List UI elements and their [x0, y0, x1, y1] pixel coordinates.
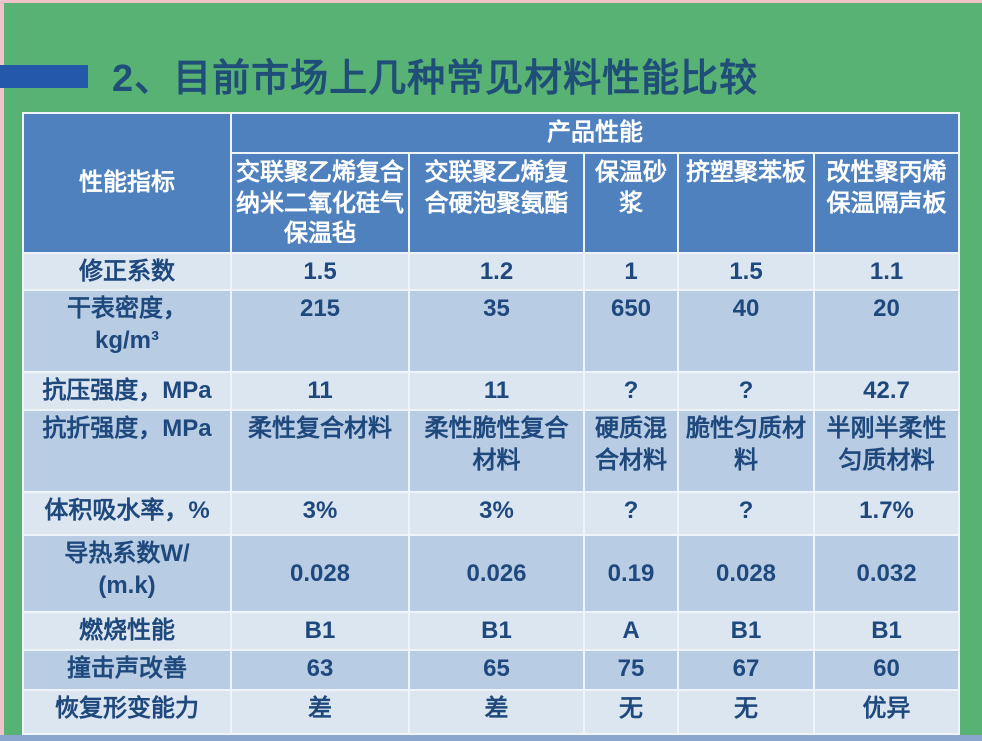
cell-value: 215 [230, 289, 410, 374]
cell-value: 11 [408, 371, 585, 412]
table-row: 抗压强度，MPa 11 11?? 42.7 [22, 371, 961, 412]
cell-value: 60 [812, 648, 961, 691]
cell-value: 20 [812, 289, 961, 374]
cell-value: 0.028 [230, 534, 410, 614]
table-body: 修正系数 1.5 1.2 1 1.5 1.1 干表密度， kg/m³ 215 35 650 40 20… [22, 252, 961, 735]
cell-value: 650 [583, 289, 679, 374]
cell-value: 差 [230, 688, 410, 735]
table-header: 性能指标 产品性能 交联聚乙烯复合纳米二氧化硅气保温毡 交联聚乙烯复合硬泡聚氨酯保… [22, 111, 961, 255]
column-header: 改性聚丙烯保温隔声板 [812, 151, 961, 255]
cell-value: 11 [230, 371, 410, 412]
cell-value: 差 [408, 688, 585, 735]
table-row: 恢复形变能力差差无无优异 [22, 688, 961, 735]
slide: 2、目前市场上几种常见材料性能比较 性能指标 产品性能 交联聚乙烯复合纳米二氧化… [0, 3, 982, 735]
cell-value: 硬质混合材料 [583, 409, 679, 494]
cell-value: 柔性脆性复合材料 [408, 409, 585, 494]
cell-value: 1.2 [408, 252, 585, 292]
cell-value: 42.7 [812, 371, 961, 412]
cell-value: ? [583, 491, 679, 537]
column-header: 交联聚乙烯复合纳米二氧化硅气保温毡 [230, 151, 410, 255]
cell-value: 3% [408, 491, 585, 537]
column-header: 挤塑聚苯板 [677, 151, 815, 255]
cell-value: 75 [583, 648, 679, 691]
row-label: 干表密度， kg/m³ [22, 289, 232, 374]
column-header-row: 交联聚乙烯复合纳米二氧化硅气保温毡 交联聚乙烯复合硬泡聚氨酯 保温砂浆 挤塑聚苯板 改性… [23, 151, 961, 255]
span-header-row: 性能指标 产品性能 [22, 111, 961, 255]
table-row: 抗折强度，MPa 柔性复合材料 柔性脆性复合材料 硬质混合材料 脆性匀质材料 半刚半柔性匀… [22, 409, 961, 494]
cell-value: 优异 [812, 688, 961, 735]
title-accent-bar [0, 65, 88, 88]
row-label: 撞击声改善 [22, 648, 232, 691]
cell-value: 63 [230, 648, 410, 691]
cell-value: 65 [408, 648, 585, 691]
cell-value: 1 [583, 252, 679, 292]
cell-value: 脆性匀质材料 [677, 409, 815, 494]
table-row: 燃烧性能 B1 B1 A B1 B1 [22, 611, 961, 651]
cell-value: 1.7% [812, 491, 961, 537]
row-label: 导热系数W/ (m.k) [22, 534, 232, 614]
row-label: 修正系数 [22, 252, 232, 292]
table-row: 导热系数W/ (m.k) 0.028 0.026 0.19 0.028 0.032 [22, 534, 961, 614]
cell-value: ? [583, 371, 679, 412]
table-row: 干表密度， kg/m³ 215 35 650 40 20 [22, 289, 961, 374]
materials-comparison-table: 性能指标 产品性能 交联聚乙烯复合纳米二氧化硅气保温毡 交联聚乙烯复合硬泡聚氨酯保… [22, 111, 961, 735]
cell-value: ? [677, 491, 815, 537]
cell-value: 柔性复合材料 [230, 409, 410, 494]
cell-value: 1.1 [812, 252, 961, 292]
table-row: 修正系数 1.5 1.2 1 1.5 1.1 [22, 252, 961, 292]
row-label: 抗压强度，MPa [22, 371, 232, 412]
cell-value: 35 [408, 289, 585, 374]
cell-value: 1.5 [230, 252, 410, 292]
cell-value: B1 [812, 611, 961, 651]
bottom-bar [0, 735, 982, 741]
cell-value: 0.028 [677, 534, 815, 614]
cell-value: 0.026 [408, 534, 585, 614]
cell-value: B1 [230, 611, 410, 651]
cell-value: 0.19 [583, 534, 679, 614]
column-header: 保温砂浆 [583, 151, 679, 255]
row-label: 抗折强度，MPa [22, 409, 232, 494]
cell-value: B1 [408, 611, 585, 651]
cell-value: 67 [677, 648, 815, 691]
cell-value: 无 [677, 688, 815, 735]
cell-value: ? [677, 371, 815, 412]
cell-value: 无 [583, 688, 679, 735]
table-row: 撞击声改善 63 65 75 67 60 [22, 648, 961, 691]
cell-value: 1.5 [677, 252, 815, 292]
table-row: 体积吸水率，% 3% 3%?? 1.7% [22, 491, 961, 537]
cell-value: 0.032 [812, 534, 961, 614]
product-performance-span-header: 产品性能 [229, 112, 961, 154]
cell-value: A [583, 611, 679, 651]
cell-value: 40 [677, 289, 815, 374]
corner-header-performance-index: 性能指标 [22, 111, 232, 255]
row-label: 恢复形变能力 [22, 688, 232, 735]
slide-title: 2、目前市场上几种常见材料性能比较 [112, 58, 759, 100]
cell-value: B1 [677, 611, 815, 651]
row-label: 燃烧性能 [22, 611, 232, 651]
row-label: 体积吸水率，% [22, 491, 232, 537]
cell-value: 半刚半柔性匀质材料 [812, 409, 961, 494]
column-header: 交联聚乙烯复合硬泡聚氨酯 [408, 151, 585, 255]
cell-value: 3% [230, 491, 410, 537]
